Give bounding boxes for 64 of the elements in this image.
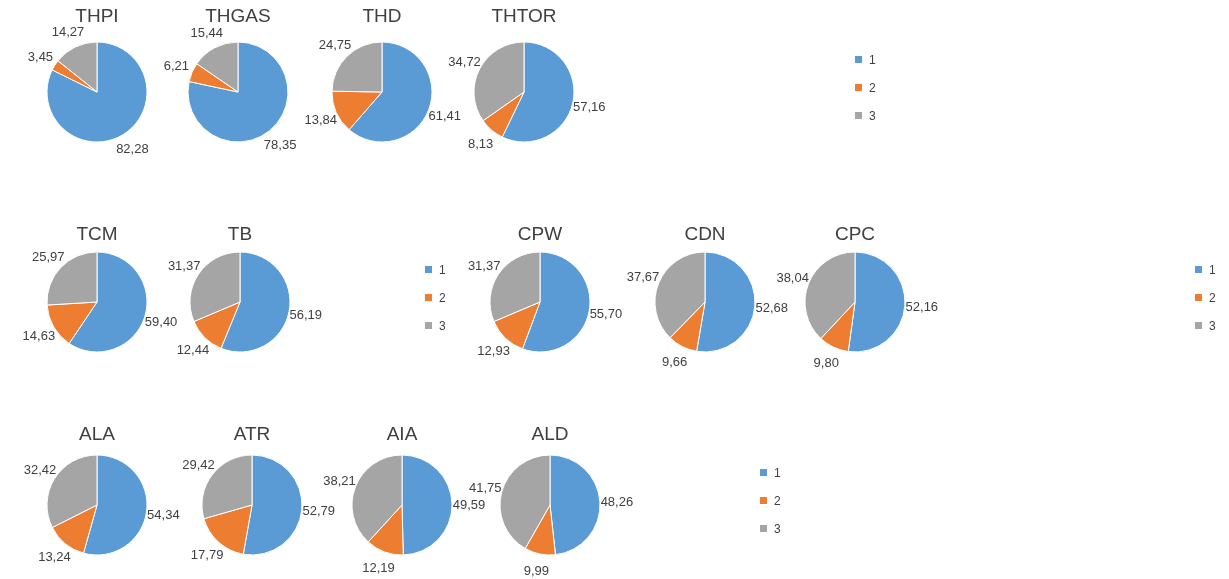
data-label: 59,40: [144, 314, 178, 330]
legend-label: 3: [869, 109, 876, 124]
data-label: 3,45: [27, 48, 54, 64]
data-label: 29,42: [182, 457, 215, 473]
data-label: 31,37: [167, 257, 201, 273]
data-label: 9,66: [661, 354, 688, 370]
chart-title: ALD: [531, 423, 569, 444]
data-label: 49,59: [452, 496, 486, 512]
data-label: 38,21: [323, 473, 356, 489]
data-label: 32,42: [23, 462, 57, 478]
chart-title: TCM: [76, 223, 118, 244]
data-label: 15,44: [190, 25, 224, 41]
data-label: 14,63: [22, 327, 56, 343]
data-label: 25,97: [31, 248, 65, 264]
data-label: 6,21: [163, 58, 190, 74]
data-label: 52,79: [302, 503, 336, 519]
chart-title: AIA: [386, 423, 418, 444]
chart-title: TB: [227, 223, 253, 244]
data-label: 37,67: [626, 269, 660, 285]
data-label: 12,93: [477, 342, 510, 358]
data-label: 34,72: [448, 53, 481, 69]
data-label: 61,41: [428, 108, 462, 124]
legend-label: 2: [869, 81, 876, 96]
legend-label: 2: [439, 291, 446, 306]
data-label: 9,80: [813, 355, 839, 371]
data-label: 41,75: [468, 480, 502, 496]
chart-title: THGAS: [205, 5, 271, 26]
data-label: 12,19: [362, 560, 395, 576]
chart-title: ALA: [79, 423, 116, 444]
data-label: 78,35: [263, 136, 297, 152]
data-label: 13,84: [304, 111, 338, 127]
data-label: 8,13: [467, 135, 494, 151]
legend-label: 2: [774, 494, 781, 509]
data-label: 56,19: [289, 307, 323, 323]
data-label: 48,26: [600, 493, 634, 509]
data-label: 14,27: [51, 24, 85, 40]
legend-label: 3: [439, 319, 446, 334]
data-label: 31,37: [467, 257, 501, 273]
data-label: 17,79: [190, 547, 224, 563]
data-label: 82,28: [116, 141, 149, 157]
chart-title: THTOR: [491, 5, 557, 26]
chart-title: ATR: [233, 423, 271, 444]
data-label: 12,44: [176, 342, 210, 358]
data-label: 52,68: [755, 300, 789, 316]
legend-label: 1: [869, 53, 876, 68]
data-label: 9,99: [523, 563, 550, 579]
data-label: 54,34: [147, 506, 180, 522]
legend-label: 1: [439, 263, 446, 278]
chart-title: THPI: [75, 5, 119, 26]
legend-label: 3: [1209, 319, 1216, 334]
data-label: 13,24: [38, 549, 71, 565]
chart-title: CPC: [834, 223, 876, 244]
legend-label: 2: [1209, 291, 1216, 306]
data-label: 57,16: [573, 99, 606, 115]
data-label: 24,75: [318, 36, 352, 52]
data-label: 52,16: [905, 299, 939, 315]
data-label: 38,04: [776, 269, 809, 285]
legend-label: 1: [774, 466, 781, 481]
chart-title: CDN: [684, 223, 726, 244]
data-label: 55,70: [589, 306, 623, 322]
legend-label: 3: [774, 522, 781, 537]
chart-title: THD: [362, 5, 402, 26]
chart-title: CPW: [517, 223, 563, 244]
legend-label: 1: [1209, 263, 1216, 278]
